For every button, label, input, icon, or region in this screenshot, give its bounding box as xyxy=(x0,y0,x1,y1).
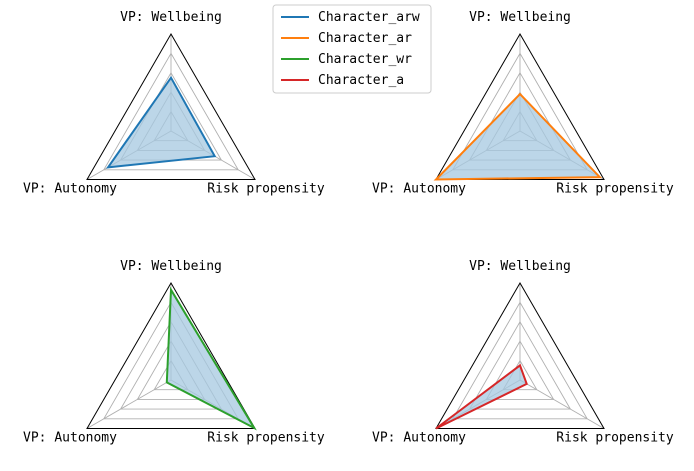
axis-label-autonomy: VP: Autonomy xyxy=(372,431,466,446)
grid-ring xyxy=(468,320,572,410)
radar-frame xyxy=(435,281,605,429)
axis-label-autonomy: VP: Autonomy xyxy=(23,182,117,197)
radar-panel-Character_ar: VP: Wellbeing Risk propensity VP: Autonomy xyxy=(372,10,674,197)
axis-label-risk-propensity: Risk propensity xyxy=(207,431,325,446)
legend-label-Character_arw: Character_arw xyxy=(318,10,420,25)
series-area-Character_a xyxy=(436,365,527,429)
grid-spoke xyxy=(519,379,605,429)
axis-label-wellbeing: VP: Wellbeing xyxy=(469,259,571,274)
radar-panels: VP: Wellbeing Risk propensity VP: Autonomy… xyxy=(23,10,674,446)
axis-label-risk-propensity: Risk propensity xyxy=(207,182,325,197)
axis-label-wellbeing: VP: Wellbeing xyxy=(120,10,222,25)
radar-panel-Character_a: VP: Wellbeing Risk propensity VP: Autonomy xyxy=(372,259,674,446)
series-line-Character_ar xyxy=(433,92,603,181)
axis-label-risk-propensity: Risk propensity xyxy=(556,182,674,197)
axis-label-autonomy: VP: Autonomy xyxy=(23,431,117,446)
grid-ring xyxy=(485,340,555,400)
radar-frame xyxy=(86,32,256,180)
axis-label-autonomy: VP: Autonomy xyxy=(372,182,466,197)
series-area-Character_ar xyxy=(436,94,600,180)
series-area-Character_arw xyxy=(108,77,215,168)
radar-frame xyxy=(86,281,256,429)
grid-ring xyxy=(103,52,239,171)
legend-label-Character_a: Character_a xyxy=(318,73,404,88)
axis-label-wellbeing: VP: Wellbeing xyxy=(120,259,222,274)
axis-label-wellbeing: VP: Wellbeing xyxy=(469,10,571,25)
legend-label-Character_wr: Character_wr xyxy=(318,52,412,67)
series-line-Character_wr xyxy=(165,286,257,431)
series-line-Character_arw xyxy=(105,75,217,169)
radar-panel-Character_arw: VP: Wellbeing Risk propensity VP: Autonomy xyxy=(23,10,325,197)
legend: Character_arw Character_ar Character_wr Cha… xyxy=(272,4,432,94)
grid-ring xyxy=(452,301,588,420)
series-line-Character_a xyxy=(435,363,528,430)
radar-frame xyxy=(435,32,605,180)
grid-spoke xyxy=(86,379,172,429)
legend-frame xyxy=(272,4,432,94)
axis-label-risk-propensity: Risk propensity xyxy=(556,431,674,446)
radar-panel-Character_wr: VP: Wellbeing Risk propensity VP: Autonomy xyxy=(23,259,325,446)
legend-label-Character_ar: Character_ar xyxy=(318,31,412,46)
